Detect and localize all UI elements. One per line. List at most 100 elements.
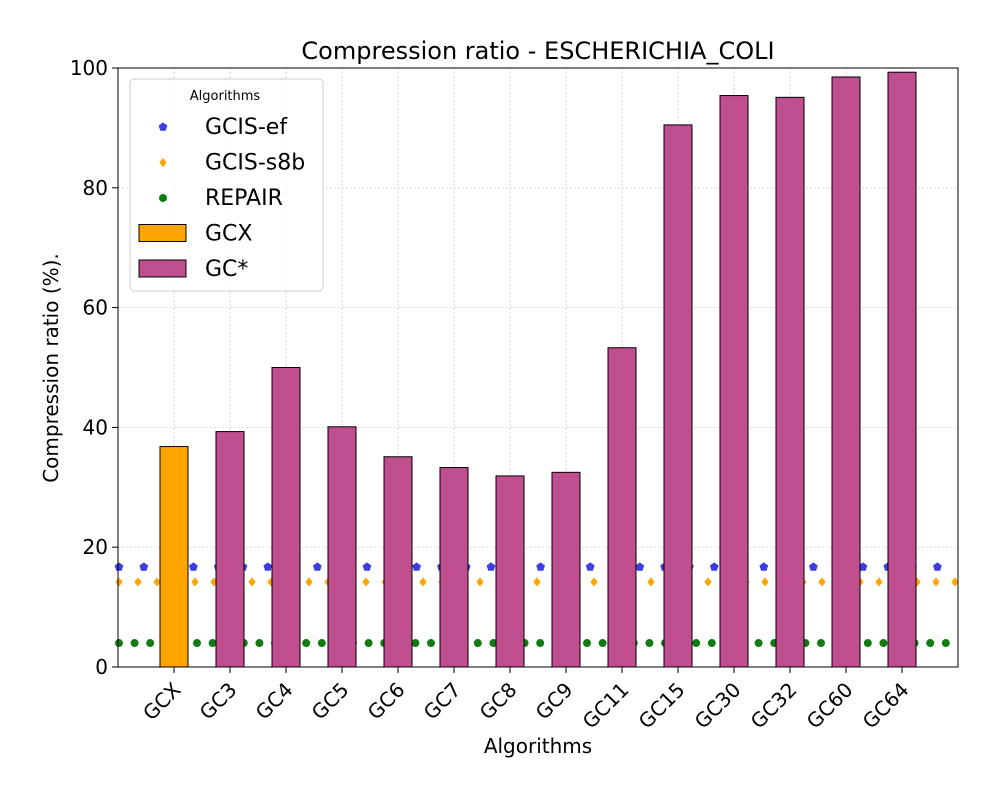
x-tick-label: GCX	[138, 677, 186, 725]
reference-marker	[191, 577, 199, 587]
reference-marker	[302, 639, 311, 648]
reference-marker	[115, 639, 123, 648]
reference-marker	[941, 639, 950, 648]
reference-marker	[932, 577, 940, 587]
reference-marker	[248, 577, 256, 587]
y-tick-label: 60	[83, 296, 108, 320]
reference-marker	[761, 577, 769, 587]
x-tick-label: GC6	[363, 678, 410, 725]
bar-gc60	[831, 76, 861, 668]
x-tick-label: GC60	[802, 678, 858, 734]
bar-gc15	[663, 124, 693, 668]
reference-marker	[536, 639, 545, 648]
reference-marker	[863, 639, 872, 648]
reference-marker	[598, 639, 607, 648]
reference-marker	[146, 639, 155, 648]
reference-marker	[362, 562, 372, 571]
reference-marker	[536, 562, 545, 571]
reference-marker	[817, 639, 825, 648]
reference-marker	[875, 577, 883, 587]
reference-marker	[189, 562, 198, 571]
x-tick-label: GC30	[690, 678, 746, 734]
reference-marker	[489, 639, 498, 648]
reference-marker	[139, 562, 149, 571]
x-tick-label: GC3	[195, 678, 242, 725]
legend-marker-gcis-ef	[158, 122, 168, 131]
y-tick-label: 20	[83, 535, 108, 559]
reference-marker	[427, 639, 435, 648]
bar-gc30	[719, 95, 749, 668]
reference-marker	[130, 639, 139, 648]
legend-label: GCIS-s8b	[205, 151, 305, 176]
reference-marker	[585, 562, 595, 571]
bar-gc11	[607, 347, 637, 668]
x-tick-label: GC64	[858, 678, 914, 734]
reference-marker	[305, 577, 313, 587]
reference-marker	[533, 577, 541, 587]
reference-marker	[879, 639, 888, 648]
x-tick-label: GC9	[531, 678, 578, 725]
legend-patch-gc*	[138, 259, 187, 278]
legend-label: GCX	[205, 222, 252, 247]
reference-marker	[476, 577, 484, 587]
reference-marker	[364, 639, 373, 648]
reference-marker	[583, 639, 591, 648]
bar-series	[159, 71, 917, 668]
reference-marker	[704, 577, 712, 587]
x-tick-label: GC32	[746, 678, 802, 734]
bar-gc9	[551, 471, 581, 668]
legend-label: GCIS-ef	[205, 115, 288, 140]
y-axis: 0 20 40 60 80 100	[70, 56, 118, 679]
reference-marker	[635, 562, 645, 571]
legend-label: GC*	[205, 257, 248, 282]
plot-frame	[117, 67, 959, 668]
bar-gcx	[159, 446, 189, 668]
bar-gc32	[775, 96, 805, 668]
reference-marker	[473, 639, 482, 648]
y-tick-label: 100	[70, 56, 108, 80]
bar-gc4	[271, 367, 301, 668]
x-tick-label: GC15	[634, 678, 690, 734]
reference-marker	[858, 562, 868, 571]
reference-marker	[134, 577, 142, 587]
reference-marker	[193, 639, 201, 648]
y-tick-label: 80	[83, 176, 108, 200]
x-tick-label: GC5	[307, 678, 354, 725]
x-tick-label: GC4	[251, 678, 298, 725]
reference-marker	[362, 577, 370, 587]
x-tick-label: GC7	[419, 678, 466, 725]
reference-marker	[317, 639, 326, 648]
reference-marker	[759, 562, 769, 571]
reference-marker	[313, 562, 322, 571]
x-tick-label: GC8	[475, 678, 522, 725]
legend-title: Algorithms	[190, 89, 261, 104]
reference-marker	[754, 639, 763, 648]
legend-patch-gcx	[138, 224, 187, 242]
reference-marker	[645, 639, 654, 648]
reference-marker	[486, 562, 496, 571]
bar-gc6	[383, 456, 413, 668]
reference-marker	[647, 577, 655, 587]
reference-marker	[809, 562, 818, 571]
y-tick-label: 40	[83, 415, 108, 439]
x-tick-label: GC11	[578, 678, 634, 734]
reference-marker	[412, 562, 421, 571]
bar-gc8	[495, 475, 525, 668]
y-axis-label: Compression ratio (%).	[39, 253, 63, 483]
reference-marker	[115, 577, 123, 587]
chart-title: Compression ratio - ESCHERICHIA_COLI	[301, 37, 774, 65]
x-axis: GCX GC3 GC4 GC5 GC6 GC7 GC8 GC9 GC11 GC15 GC30 GC32…	[138, 667, 914, 734]
reference-marker	[114, 562, 124, 571]
bar-gc64	[887, 71, 917, 668]
reference-marker	[153, 577, 161, 587]
legend-marker-repair	[159, 194, 167, 202]
legend-label: REPAIR	[205, 186, 283, 211]
reference-marker	[411, 639, 420, 648]
bar-gc5	[327, 426, 357, 668]
reference-marker	[419, 577, 427, 587]
reference-marker	[590, 577, 598, 587]
reference-marker	[255, 639, 264, 648]
reference-marker	[926, 639, 935, 648]
bar-gc7	[439, 467, 469, 668]
